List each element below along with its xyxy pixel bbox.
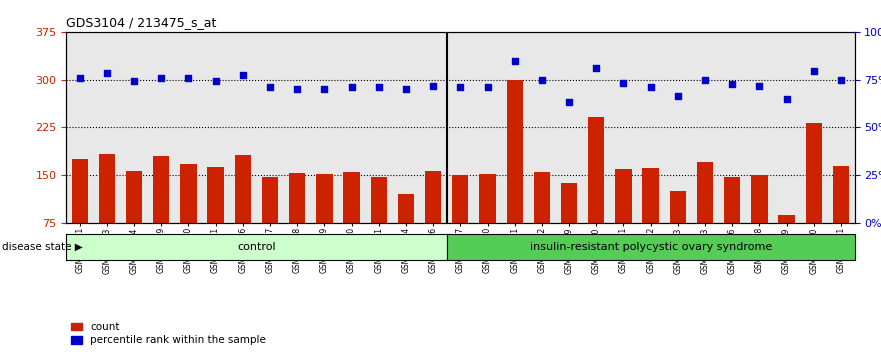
Bar — [561, 183, 577, 271]
Bar — [805, 123, 822, 271]
Point — [344, 85, 359, 90]
Point — [725, 81, 739, 87]
Bar — [670, 191, 686, 271]
Bar — [71, 159, 88, 271]
Point — [834, 77, 848, 82]
Text: disease state ▶: disease state ▶ — [2, 242, 83, 252]
Text: control: control — [237, 242, 276, 252]
Legend: count, percentile rank within the sample: count, percentile rank within the sample — [71, 322, 266, 345]
Text: insulin-resistant polycystic ovary syndrome: insulin-resistant polycystic ovary syndr… — [529, 242, 772, 252]
Bar — [344, 172, 359, 271]
Bar — [697, 162, 714, 271]
Bar — [452, 175, 469, 271]
Point — [752, 83, 766, 89]
Bar — [234, 155, 251, 271]
Bar — [425, 171, 441, 271]
Point — [670, 93, 685, 98]
Bar — [126, 171, 142, 271]
Point — [209, 78, 223, 84]
Point — [589, 65, 603, 71]
Point — [480, 85, 494, 90]
Point — [562, 99, 576, 105]
Bar — [779, 215, 795, 271]
Bar — [181, 164, 196, 271]
Text: GDS3104 / 213475_s_at: GDS3104 / 213475_s_at — [66, 16, 217, 29]
Point — [780, 96, 794, 102]
Bar — [724, 177, 740, 271]
Bar — [371, 177, 387, 271]
Point — [399, 86, 413, 92]
Point — [507, 58, 522, 63]
Point — [698, 77, 712, 82]
Point — [644, 85, 658, 90]
Point — [290, 86, 304, 91]
Point — [72, 75, 86, 81]
Point — [236, 72, 250, 78]
Bar — [207, 167, 224, 271]
Point — [263, 85, 277, 90]
Point — [535, 77, 549, 82]
Point — [100, 70, 114, 76]
Point — [127, 78, 141, 84]
Point — [426, 83, 440, 89]
Bar — [615, 169, 632, 271]
Bar — [642, 167, 659, 271]
Bar — [479, 174, 496, 271]
Point — [807, 69, 821, 74]
Point — [154, 75, 168, 81]
Bar — [751, 175, 767, 271]
Bar — [507, 80, 522, 271]
Point — [617, 80, 631, 86]
Point — [372, 85, 386, 90]
Bar — [99, 154, 115, 271]
Bar — [534, 172, 550, 271]
Bar — [833, 166, 849, 271]
Bar — [398, 194, 414, 271]
Point — [317, 86, 331, 92]
Point — [181, 75, 196, 81]
Point — [453, 85, 467, 90]
Bar — [262, 177, 278, 271]
Bar — [289, 173, 306, 271]
Bar — [589, 116, 604, 271]
Bar — [316, 174, 332, 271]
Bar — [153, 156, 169, 271]
